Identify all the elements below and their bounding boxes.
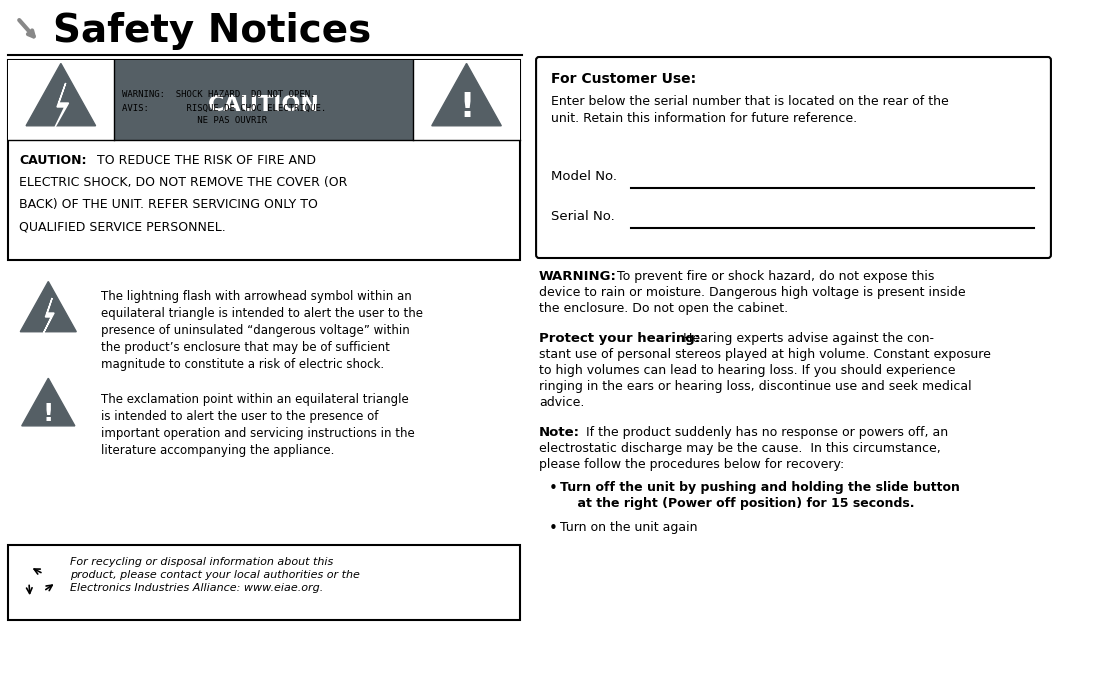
Text: Hearing experts advise against the con-: Hearing experts advise against the con- <box>679 332 935 345</box>
FancyBboxPatch shape <box>8 545 519 620</box>
Polygon shape <box>21 281 77 332</box>
Text: the enclosure. Do not open the cabinet.: the enclosure. Do not open the cabinet. <box>539 302 788 315</box>
Text: WARNING:: WARNING: <box>539 270 616 283</box>
Text: TO REDUCE THE RISK OF FIRE AND: TO REDUCE THE RISK OF FIRE AND <box>89 154 316 167</box>
Text: electrostatic discharge may be the cause.  In this circumstance,: electrostatic discharge may be the cause… <box>539 442 941 455</box>
FancyBboxPatch shape <box>8 60 114 140</box>
Text: BACK) OF THE UNIT. REFER SERVICING ONLY TO: BACK) OF THE UNIT. REFER SERVICING ONLY … <box>20 198 318 211</box>
Text: Turn off the unit by pushing and holding the slide button: Turn off the unit by pushing and holding… <box>561 481 960 494</box>
FancyBboxPatch shape <box>536 57 1051 258</box>
Text: Enter below the serial number that is located on the rear of the
unit. Retain th: Enter below the serial number that is lo… <box>551 95 949 125</box>
Text: For recycling or disposal information about this
product, please contact your lo: For recycling or disposal information ab… <box>70 557 360 593</box>
Text: The exclamation point within an equilateral triangle
is intended to alert the us: The exclamation point within an equilate… <box>102 393 415 457</box>
Text: ringing in the ears or hearing loss, discontinue use and seek medical: ringing in the ears or hearing loss, dis… <box>539 380 972 393</box>
Text: Turn on the unit again: Turn on the unit again <box>561 521 697 534</box>
FancyBboxPatch shape <box>8 60 519 260</box>
Text: !: ! <box>43 402 54 426</box>
Polygon shape <box>55 83 69 127</box>
Polygon shape <box>22 378 74 426</box>
Text: to high volumes can lead to hearing loss. If you should experience: to high volumes can lead to hearing loss… <box>539 364 955 377</box>
Text: CAUTION: CAUTION <box>208 95 319 115</box>
Text: please follow the procedures below for recovery:: please follow the procedures below for r… <box>539 458 844 471</box>
Text: !: ! <box>459 91 474 124</box>
Text: QUALIFIED SERVICE PERSONNEL.: QUALIFIED SERVICE PERSONNEL. <box>20 220 226 233</box>
Text: Protect your hearing:: Protect your hearing: <box>539 332 701 345</box>
Text: advice.: advice. <box>539 396 585 409</box>
Text: For Customer Use:: For Customer Use: <box>551 72 696 86</box>
Text: stant use of personal stereos played at high volume. Constant exposure: stant use of personal stereos played at … <box>539 348 991 361</box>
Text: ELECTRIC SHOCK, DO NOT REMOVE THE COVER (OR: ELECTRIC SHOCK, DO NOT REMOVE THE COVER … <box>20 176 348 189</box>
Text: If the product suddenly has no response or powers off, an: If the product suddenly has no response … <box>577 426 948 439</box>
Text: device to rain or moisture. Dangerous high voltage is present inside: device to rain or moisture. Dangerous hi… <box>539 286 965 299</box>
Text: The lightning flash with arrowhead symbol within an
equilateral triangle is inte: The lightning flash with arrowhead symbo… <box>102 290 423 371</box>
Text: CAUTION:: CAUTION: <box>20 154 86 167</box>
Text: at the right (Power off position) for 15 seconds.: at the right (Power off position) for 15… <box>561 497 915 510</box>
Polygon shape <box>26 63 95 126</box>
Text: Serial No.: Serial No. <box>551 210 614 223</box>
Text: Model No.: Model No. <box>551 170 616 183</box>
Text: Safety Notices: Safety Notices <box>54 12 372 50</box>
Text: Note:: Note: <box>539 426 580 439</box>
FancyBboxPatch shape <box>8 60 519 140</box>
Text: To prevent fire or shock hazard, do not expose this: To prevent fire or shock hazard, do not … <box>609 270 933 283</box>
Text: WARNING:  SHOCK HAZARD. DO NOT OPEN.: WARNING: SHOCK HAZARD. DO NOT OPEN. <box>121 89 315 98</box>
Text: •: • <box>549 521 557 536</box>
Text: •: • <box>549 481 557 496</box>
FancyBboxPatch shape <box>413 60 519 140</box>
Text: NE PAS OUVRIR: NE PAS OUVRIR <box>121 116 267 125</box>
Text: AVIS:       RISQUE DE CHOC ELECTRIQUE.: AVIS: RISQUE DE CHOC ELECTRIQUE. <box>121 103 326 113</box>
Polygon shape <box>432 63 502 126</box>
Polygon shape <box>44 298 54 333</box>
